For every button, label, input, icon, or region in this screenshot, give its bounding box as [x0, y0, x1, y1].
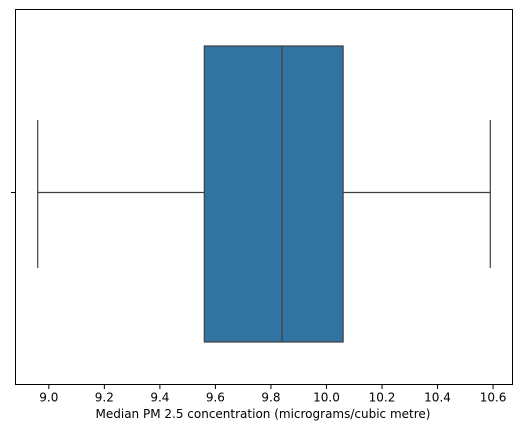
x-tick-label: 9.6: [206, 391, 225, 405]
x-tick-label: 10.2: [369, 391, 396, 405]
box-plot-marks: [37, 45, 491, 343]
x-axis-ticks: 9.0 9.2 9.4 9.6 9.8 10.0 10.2 10.4 10.6: [39, 384, 507, 405]
x-tick-label: 9.8: [261, 391, 280, 405]
x-tick-label: 9.4: [150, 391, 169, 405]
interquartile-box: [203, 45, 344, 343]
x-tick-label: 9.2: [95, 391, 114, 405]
x-axis-label: Median PM 2.5 concentration (micrograms/…: [96, 407, 431, 421]
x-tick-label: 9.0: [39, 391, 58, 405]
x-tick-label: 10.6: [480, 391, 507, 405]
x-tick-label: 10.4: [424, 391, 451, 405]
plot-area-border: [15, 9, 513, 385]
x-tick-label: 10.0: [313, 391, 340, 405]
